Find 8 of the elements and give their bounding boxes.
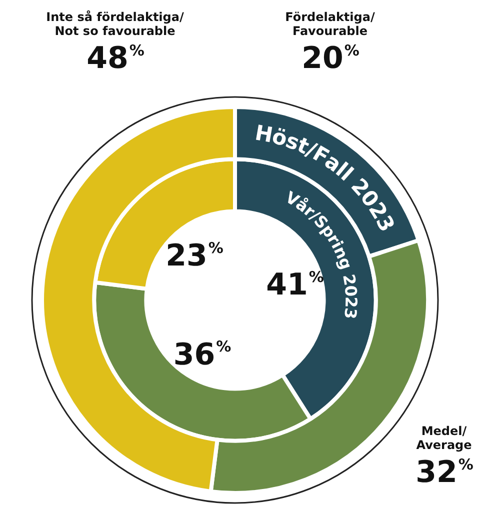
slice-label: Medel/ Average	[416, 424, 472, 452]
slice-label: Inte så fördelaktiga/ Not so favourable	[46, 10, 184, 38]
data-label: 32%	[416, 455, 474, 490]
data-label: 36%	[173, 337, 232, 372]
data-label: 48%	[86, 41, 144, 76]
slice-label: Fördelaktiga/ Favourable	[285, 10, 376, 38]
data-label: 23%	[166, 238, 224, 274]
data-label: 20%	[302, 41, 360, 76]
